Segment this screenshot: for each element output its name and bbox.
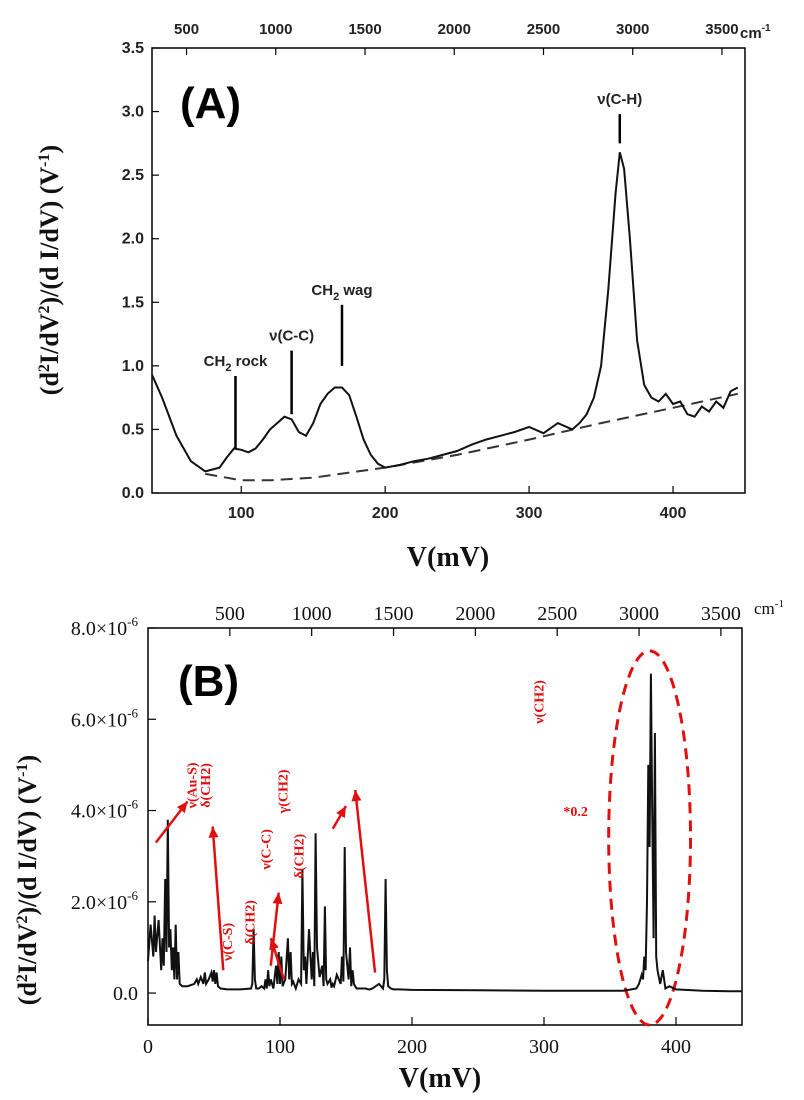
panel-a-annotation-label: ν(C-C)	[269, 328, 314, 345]
panel-a-spectrum-line	[151, 152, 739, 473]
panel-a-y-tick-label: 1.5	[122, 294, 144, 311]
panel-b-top-tick-label: 2500	[537, 603, 577, 625]
panel-a-annotation-label: CH2 rock	[204, 353, 268, 374]
panel-b-top-tick-label: 1000	[292, 603, 332, 625]
panel-b-y-tick-label: 8.0×10-6	[71, 614, 139, 640]
panel-a-x-tick-label: 100	[228, 505, 255, 522]
panel-a-x-label: V(mV)	[407, 542, 489, 573]
panel-b-annotation-label: δ(CH2)	[292, 834, 307, 879]
panel-b-annotation-label: ν(C-C)	[259, 829, 274, 871]
panel-a-plot-frame	[151, 47, 746, 494]
panel-b-spectrum-line	[147, 673, 742, 993]
panel-b-annotation-label: γ(CH2)	[277, 769, 292, 814]
panel-b-arrows	[154, 789, 377, 980]
panel-a-top-tick-label: 3500	[705, 21, 738, 38]
panel-a-y-tick-label: 0.0	[122, 485, 144, 502]
panel-b-y-label: (d2I/dV2)/(d I/dV) (V-1)	[13, 755, 42, 1005]
panel-a-x-tick-label: 400	[660, 505, 687, 522]
panel-b-top-tick-label: 3500	[701, 603, 741, 625]
panel-b-arrow-line	[269, 892, 280, 966]
panel-a-top-tick-label: 2500	[527, 21, 560, 38]
panel-a-top-tick-label: 3000	[616, 21, 649, 38]
panel-a-y-tick-label: 3.5	[122, 40, 144, 57]
panel-b-x-tick-label: 400	[661, 1036, 691, 1058]
panel-b-arrow-head	[336, 805, 346, 818]
panel-a-top-tick-label: 1500	[348, 21, 381, 38]
panel-b: 0 100 200 300 400 0.0 2.0×10-6 4.0×10-6 6.0×10-…	[13, 598, 784, 1094]
panel-b-arrow-head	[269, 938, 279, 951]
panel-b-arrow-head	[208, 826, 219, 838]
panel-b-annotation-label: δ(CH2)	[244, 900, 259, 945]
panel-a-x-ticks: 100 200 300 400	[228, 486, 687, 522]
panel-b-y-tick-label: 6.0×10-6	[71, 705, 139, 731]
panel-a-annotation-label: ν(C-H)	[597, 91, 642, 108]
panel-b-x-tick-label: 100	[265, 1036, 295, 1058]
panel-a-annotation-label: CH2 wag	[311, 282, 372, 303]
panel-a-y-tick-label: 3.0	[122, 104, 144, 121]
panel-b-top-unit: cm-1	[754, 598, 784, 618]
panel-b-y-tick-label: 0.0	[113, 983, 138, 1005]
panel-b-annotation-label: *0.2	[563, 805, 588, 820]
panel-b-x-ticks: 0 100 200 300 400	[143, 1017, 691, 1058]
panel-a-top-unit: cm-1	[740, 23, 771, 42]
panel-a-y-tick-label: 1.0	[122, 358, 144, 375]
panel-b-label: (B)	[178, 657, 239, 706]
panel-a-y-tick-label: 2.5	[122, 167, 144, 184]
panel-b-top-tick-label: 500	[215, 603, 245, 625]
panel-b-annotation-label: ν(C-S)	[221, 923, 236, 962]
panel-a-background-line	[205, 392, 739, 482]
panel-a-top-tick-label: 500	[174, 21, 199, 38]
panel-b-top-tick-label: 2000	[455, 603, 495, 625]
panel-a-top-tick-label: 2000	[438, 21, 471, 38]
panel-b-y-tick-label: 2.0×10-6	[71, 888, 139, 914]
panel-b-y-tick-label: 4.0×10-6	[71, 797, 139, 823]
panel-a-x-tick-label: 200	[372, 505, 399, 522]
panel-a-top-ticks: 500 1000 1500 2000 2500 3000 3500	[174, 21, 739, 55]
panel-b-arrow-line	[353, 789, 377, 973]
panel-a-y-label: (d2I/dV2)/(d I/dV) (V-1)	[35, 145, 64, 395]
panel-b-arrow-head	[351, 789, 362, 802]
panel-b-plot-frame	[147, 627, 743, 1026]
panel-b-x-tick-label: 0	[143, 1036, 153, 1058]
panel-b-top-tick-label: 1500	[374, 603, 414, 625]
panel-b-x-tick-label: 300	[529, 1036, 559, 1058]
panel-b-arrow-line	[211, 826, 225, 971]
panel-b-arrow-head	[176, 801, 188, 814]
panel-b-y-ticks: 0.0 2.0×10-6 4.0×10-6 6.0×10-6 8.0×10-6	[71, 614, 156, 1005]
panel-a-x-tick-label: 300	[516, 505, 543, 522]
panel-b-arrow-head	[272, 892, 283, 905]
panel-b-x-label: V(mV)	[399, 1063, 481, 1094]
panel-a-top-tick-label: 1000	[259, 21, 292, 38]
panel-a-y-tick-label: 0.5	[122, 421, 144, 438]
panel-b-annotations: ν(Au-S)δ(CH2)ν(C-S) δ(CH2)ν(C-C)γ(CH2)δ(C…	[186, 680, 588, 962]
panel-b-annotation-label: ν(Au-S)	[186, 762, 201, 809]
panel-b-annotation-label: ν(CH2)	[533, 680, 548, 725]
panel-a-label: (A)	[180, 79, 241, 128]
panel-b-x-tick-label: 200	[397, 1036, 427, 1058]
panel-b-annotation-label: δ(CH2)	[199, 763, 214, 808]
panel-b-top-ticks: 500 1000 1500 2000 2500 3000 3500	[215, 603, 741, 636]
panel-a-y-tick-label: 2.0	[122, 231, 144, 248]
panel-a-y-ticks: 0.0 0.5 1.0 1.5 2.0 2.5 3.0 3.5	[122, 40, 159, 502]
panel-b-top-tick-label: 3000	[619, 603, 659, 625]
panel-a: 100 200 300 400 0.0 0.5 1.0 1.5 2.0 2.5 3.0 3.5 50…	[35, 21, 771, 573]
